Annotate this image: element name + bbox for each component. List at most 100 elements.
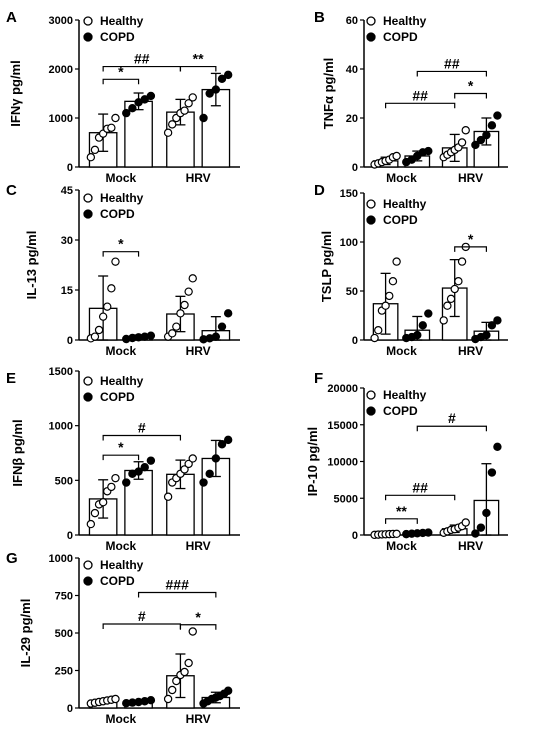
y-tick-label: 60 (346, 15, 358, 27)
data-point-healthy (180, 106, 189, 115)
data-point-healthy (90, 332, 100, 341)
legend-label-healthy: Healthy (100, 374, 144, 388)
data-point-healthy (163, 128, 173, 137)
data-point-healthy (385, 291, 394, 301)
data-point-healthy (103, 302, 112, 311)
data-point-copd (424, 146, 433, 156)
significance-label: # (138, 608, 146, 624)
y-tick-label: 0 (352, 335, 358, 347)
data-point-healthy (172, 322, 181, 331)
legend-marker-copd (83, 209, 93, 219)
panel-c: C IL-13 pg/ml 0 15 30 45 Mock HRV * Healthy COPD (6, 182, 240, 358)
data-point-copd (471, 140, 480, 150)
data-point-healthy (168, 329, 177, 338)
x-group-label: HRV (186, 344, 211, 358)
data-point-healthy (180, 300, 189, 310)
significance-bracket (385, 102, 456, 109)
data-point-healthy (388, 277, 398, 286)
data-point-healthy (461, 126, 470, 135)
data-point-healthy (107, 482, 116, 492)
data-point-healthy (163, 492, 173, 501)
data-point-healthy (188, 93, 197, 102)
significance-bracket (385, 494, 456, 501)
data-point-healthy (168, 120, 177, 129)
y-axis-label: TNFα pg/ml (321, 58, 336, 130)
significance-label: ## (444, 55, 460, 71)
data-point-copd (217, 74, 227, 84)
data-point-copd (487, 468, 497, 477)
significance-label: ## (412, 479, 428, 495)
data-point-copd (211, 454, 221, 463)
data-point-copd (487, 121, 497, 130)
data-point-healthy (439, 316, 448, 325)
legend-label-copd: COPD (383, 30, 418, 44)
significance-label: * (118, 236, 124, 252)
y-tick-label: 1000 (49, 113, 73, 125)
x-group-label: Mock (106, 712, 137, 726)
data-point-healthy (86, 152, 96, 162)
data-point-copd (217, 322, 227, 331)
data-point-copd (140, 95, 149, 104)
significance-label: # (138, 420, 146, 436)
y-tick-label: 0 (352, 162, 358, 174)
data-point-copd (413, 330, 422, 340)
legend-label-healthy: Healthy (100, 14, 144, 28)
significance-bracket (102, 434, 182, 441)
y-tick-label: 5000 (334, 493, 358, 505)
legend-label-healthy: Healthy (383, 197, 427, 211)
y-tick-label: 1500 (49, 366, 73, 378)
x-group-label: HRV (186, 539, 211, 553)
legend-marker-copd (366, 406, 376, 416)
y-tick-label: 20000 (327, 383, 358, 395)
data-point-healthy (184, 459, 193, 469)
y-tick-label: 750 (55, 591, 73, 603)
x-group-label: HRV (458, 344, 483, 358)
y-tick-label: 15 (61, 285, 73, 297)
data-point-copd (471, 529, 480, 538)
x-group-label: HRV (186, 712, 211, 726)
data-point-healthy (392, 151, 401, 161)
legend-marker-healthy (83, 193, 93, 203)
legend-marker-copd (83, 392, 93, 402)
y-axis-label: TSLP pg/ml (319, 231, 334, 302)
significance-bracket (102, 251, 140, 257)
panel-letter: B (314, 9, 325, 26)
significance-label: # (448, 410, 456, 426)
y-tick-label: 500 (55, 475, 73, 487)
panel-letter: G (6, 550, 18, 567)
data-point-copd (493, 316, 502, 325)
significance-bracket (416, 425, 487, 432)
data-point-copd (418, 321, 427, 330)
y-tick-label: 500 (55, 628, 73, 640)
data-point-healthy (184, 287, 193, 296)
x-group-label: Mock (106, 171, 137, 185)
legend-label-copd: COPD (100, 574, 135, 588)
panel-g: G IL-29 pg/ml 0 250 500 750 1000 Mock HRV # * ### He… (6, 550, 240, 726)
data-point-healthy (111, 694, 120, 704)
legend-label-healthy: Healthy (383, 14, 427, 28)
data-point-healthy (370, 333, 379, 343)
data-point-healthy (180, 667, 189, 677)
y-tick-label: 3000 (49, 15, 73, 27)
data-point-healthy (94, 325, 104, 335)
data-point-healthy (457, 138, 467, 147)
data-point-copd (211, 332, 221, 341)
legend-marker-copd (83, 576, 93, 586)
significance-bracket (137, 591, 217, 598)
data-point-copd (424, 528, 433, 537)
panel-f: F IP-10 pg/ml 0 5000 10000 15000 20000 Mock HRV *… (305, 370, 508, 553)
data-point-healthy (188, 627, 197, 636)
legend-marker-copd (366, 215, 376, 225)
data-point-healthy (180, 465, 189, 474)
y-axis-label: IFNγ pg/ml (8, 60, 23, 126)
legend-marker-healthy (366, 390, 376, 400)
significance-bracket (179, 624, 217, 630)
data-point-healthy (188, 454, 197, 463)
significance-bracket (179, 65, 217, 72)
data-point-healthy (184, 99, 193, 108)
panel-b: B TNFα pg/ml 0 20 40 60 Mock HRV ## * ## Healthy COP… (314, 9, 508, 185)
data-point-healthy (450, 284, 459, 294)
legend-label-copd: COPD (100, 207, 135, 221)
x-group-label: HRV (186, 171, 211, 185)
